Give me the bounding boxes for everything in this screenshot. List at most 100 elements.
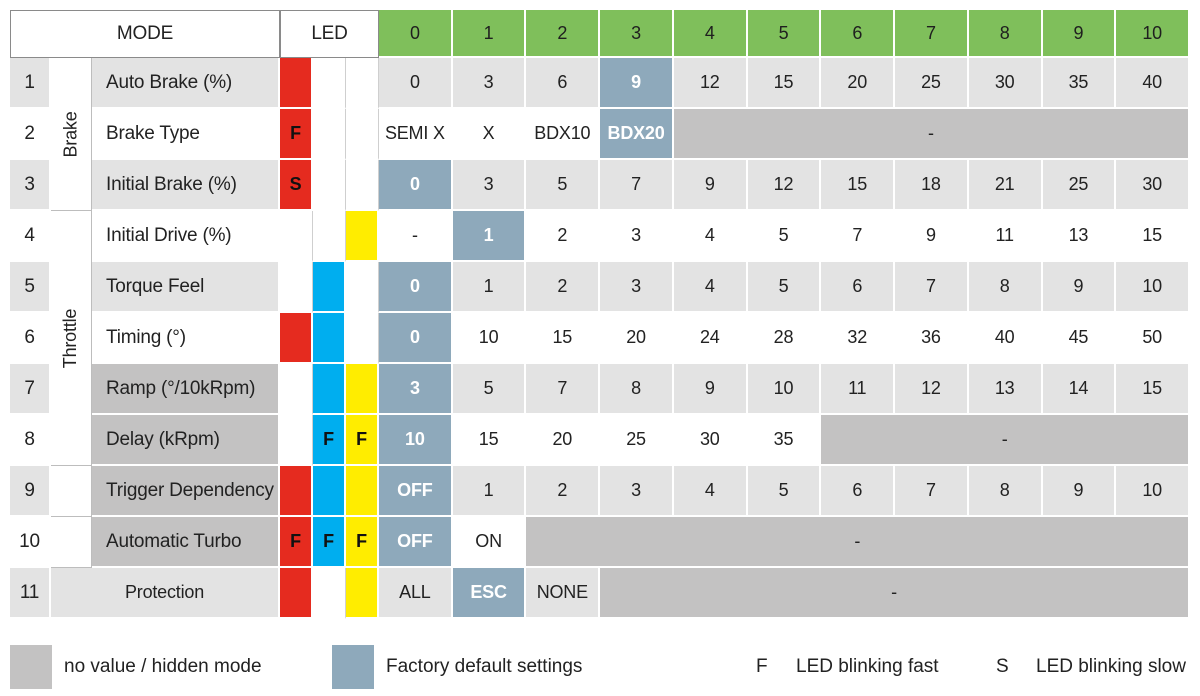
value-cell: 20 bbox=[600, 313, 674, 364]
led-off bbox=[313, 160, 346, 211]
hidden-range: - bbox=[673, 109, 1190, 160]
row-number: 8 bbox=[10, 415, 51, 466]
value-cell: 30 bbox=[1116, 160, 1190, 211]
value-cell: 15 bbox=[452, 415, 527, 466]
value-cell: 7 bbox=[895, 262, 969, 313]
value-cell: 14 bbox=[1042, 364, 1117, 415]
value-cell: 7 bbox=[600, 160, 674, 211]
group-empty bbox=[51, 517, 92, 568]
value-cell: 3 bbox=[600, 262, 674, 313]
level-header-7: 7 bbox=[895, 10, 969, 58]
default-value-cell: 1 bbox=[452, 211, 527, 262]
led-red bbox=[280, 568, 313, 619]
led-blue: F bbox=[313, 415, 346, 466]
row-number: 11 bbox=[10, 568, 51, 619]
setting-name: Initial Brake (%) bbox=[92, 160, 280, 211]
led-off bbox=[313, 58, 346, 109]
led-off bbox=[313, 211, 346, 262]
value-cell: BDX10 bbox=[526, 109, 601, 160]
row-number: 7 bbox=[10, 364, 51, 415]
led-blue: F bbox=[313, 517, 346, 568]
group-label: Throttle bbox=[60, 308, 81, 368]
value-cell: - bbox=[379, 211, 453, 262]
led-off bbox=[346, 313, 379, 364]
value-cell: 1 bbox=[452, 262, 527, 313]
value-cell: 15 bbox=[1116, 211, 1190, 262]
led-yellow bbox=[346, 364, 379, 415]
hidden-range: - bbox=[821, 415, 1190, 466]
value-cell: 1 bbox=[452, 466, 527, 517]
value-cell: 40 bbox=[968, 313, 1043, 364]
value-cell: 12 bbox=[673, 58, 748, 109]
value-cell: 10 bbox=[1116, 262, 1190, 313]
level-header-9: 9 bbox=[1042, 10, 1117, 58]
led-off bbox=[280, 262, 313, 313]
led-red bbox=[280, 313, 313, 364]
level-header-0: 0 bbox=[379, 10, 453, 58]
level-header-2: 2 bbox=[526, 10, 601, 58]
hidden-range: - bbox=[526, 517, 1190, 568]
led-off bbox=[346, 160, 379, 211]
row-number: 9 bbox=[10, 466, 51, 517]
value-cell: 5 bbox=[747, 466, 822, 517]
led-yellow bbox=[346, 568, 379, 619]
setting-name: Delay (kRpm) bbox=[92, 415, 280, 466]
value-cell: 8 bbox=[600, 364, 674, 415]
led-yellow bbox=[346, 211, 379, 262]
value-cell: 36 bbox=[895, 313, 969, 364]
value-cell: 30 bbox=[968, 58, 1043, 109]
value-cell: 6 bbox=[821, 262, 896, 313]
led-off bbox=[346, 109, 379, 160]
group-label: Brake bbox=[60, 110, 81, 158]
value-cell: 9 bbox=[673, 364, 748, 415]
value-cell: 12 bbox=[747, 160, 822, 211]
led-red: F bbox=[280, 109, 313, 160]
level-header-5: 5 bbox=[747, 10, 822, 58]
value-cell: 9 bbox=[673, 160, 748, 211]
led-blue bbox=[313, 466, 346, 517]
value-cell: 9 bbox=[1042, 262, 1117, 313]
level-header-8: 8 bbox=[968, 10, 1043, 58]
value-cell: 40 bbox=[1116, 58, 1190, 109]
row-number: 4 bbox=[10, 211, 51, 262]
level-header-3: 3 bbox=[600, 10, 674, 58]
hidden-range: - bbox=[600, 568, 1190, 619]
led-header: LED bbox=[280, 10, 379, 58]
value-cell: 2 bbox=[526, 466, 601, 517]
slow-legend-label: LED blinking slow bbox=[1036, 656, 1186, 677]
value-cell: 35 bbox=[1042, 58, 1117, 109]
value-cell: 25 bbox=[1042, 160, 1117, 211]
row-number: 2 bbox=[10, 109, 51, 160]
default-value-cell: 9 bbox=[600, 58, 674, 109]
value-cell: 3 bbox=[600, 466, 674, 517]
mode-header: MODE bbox=[10, 10, 280, 58]
setting-name: Auto Brake (%) bbox=[92, 58, 280, 109]
value-cell: 15 bbox=[747, 58, 822, 109]
value-cell: 7 bbox=[895, 466, 969, 517]
default-value-cell: 0 bbox=[379, 262, 453, 313]
level-header-10: 10 bbox=[1116, 10, 1190, 58]
setting-name: Automatic Turbo bbox=[92, 517, 280, 568]
legend: no value / hidden mode Factory default s… bbox=[10, 645, 1190, 689]
value-cell: 24 bbox=[673, 313, 748, 364]
value-cell: 18 bbox=[895, 160, 969, 211]
led-blue bbox=[313, 364, 346, 415]
led-yellow: F bbox=[346, 415, 379, 466]
value-cell: 9 bbox=[895, 211, 969, 262]
row-number: 3 bbox=[10, 160, 51, 211]
led-red: F bbox=[280, 517, 313, 568]
value-cell: X bbox=[452, 109, 527, 160]
default-value-cell: ESC bbox=[452, 568, 527, 619]
default-value-cell: BDX20 bbox=[600, 109, 674, 160]
value-cell: 7 bbox=[526, 364, 601, 415]
value-cell: 25 bbox=[895, 58, 969, 109]
default-value-cell: 3 bbox=[379, 364, 453, 415]
led-red bbox=[280, 466, 313, 517]
setting-name: Ramp (°/10kRpm) bbox=[92, 364, 280, 415]
value-cell: 5 bbox=[526, 160, 601, 211]
setting-name: Protection bbox=[51, 568, 280, 619]
value-cell: ALL bbox=[379, 568, 453, 619]
default-value-cell: 10 bbox=[379, 415, 453, 466]
level-header-1: 1 bbox=[452, 10, 527, 58]
value-cell: 3 bbox=[600, 211, 674, 262]
